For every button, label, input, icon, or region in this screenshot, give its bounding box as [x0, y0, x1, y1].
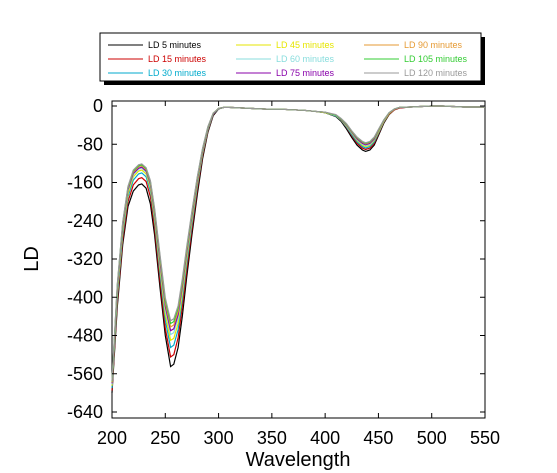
legend-label: LD 5 minutes	[148, 40, 202, 50]
legend-label: LD 60 minutes	[276, 54, 335, 64]
legend-box	[99, 32, 482, 82]
x-tick-label: 400	[310, 428, 340, 448]
x-tick-label: 300	[204, 428, 234, 448]
legend-label: LD 45 minutes	[276, 40, 335, 50]
x-tick-label: 500	[417, 428, 447, 448]
legend-label: LD 90 minutes	[404, 40, 463, 50]
x-axis-title: Wavelength	[246, 449, 351, 471]
legend-label: LD 75 minutes	[276, 68, 335, 78]
x-tick-label: 350	[257, 428, 287, 448]
legend-label: LD 30 minutes	[148, 68, 207, 78]
y-tick-label: -160	[67, 173, 103, 193]
legend-label: LD 120 minutes	[404, 68, 468, 78]
x-tick-label: 550	[470, 428, 500, 448]
y-tick-label: -80	[77, 134, 103, 154]
y-tick-label: -320	[67, 249, 103, 269]
y-axis-title: LD	[21, 246, 43, 272]
y-tick-label: -240	[67, 211, 103, 231]
y-tick-label: -480	[67, 326, 103, 346]
x-tick-label: 250	[150, 428, 180, 448]
series-line-9	[111, 105, 485, 381]
chart-legend: LD 5 minutes LD 15 minutes LD 30 minutes LD…	[99, 32, 485, 85]
x-tick-label: 200	[97, 428, 127, 448]
plot-area-frame	[111, 100, 486, 419]
y-tick-label: 0	[93, 96, 103, 116]
y-axis: 0 -80 -160 -240 -320 -400 -480 -560 -640	[67, 96, 485, 422]
legend-label: LD 15 minutes	[148, 54, 207, 64]
legend-label: LD 105 minutes	[404, 54, 468, 64]
y-tick-label: -560	[67, 364, 103, 384]
y-tick-label: -640	[67, 402, 103, 422]
x-axis: 200 250 300 350 400 450 500 550	[97, 101, 500, 448]
y-tick-label: -400	[67, 287, 103, 307]
series-lines	[111, 105, 485, 393]
x-tick-label: 450	[363, 428, 393, 448]
